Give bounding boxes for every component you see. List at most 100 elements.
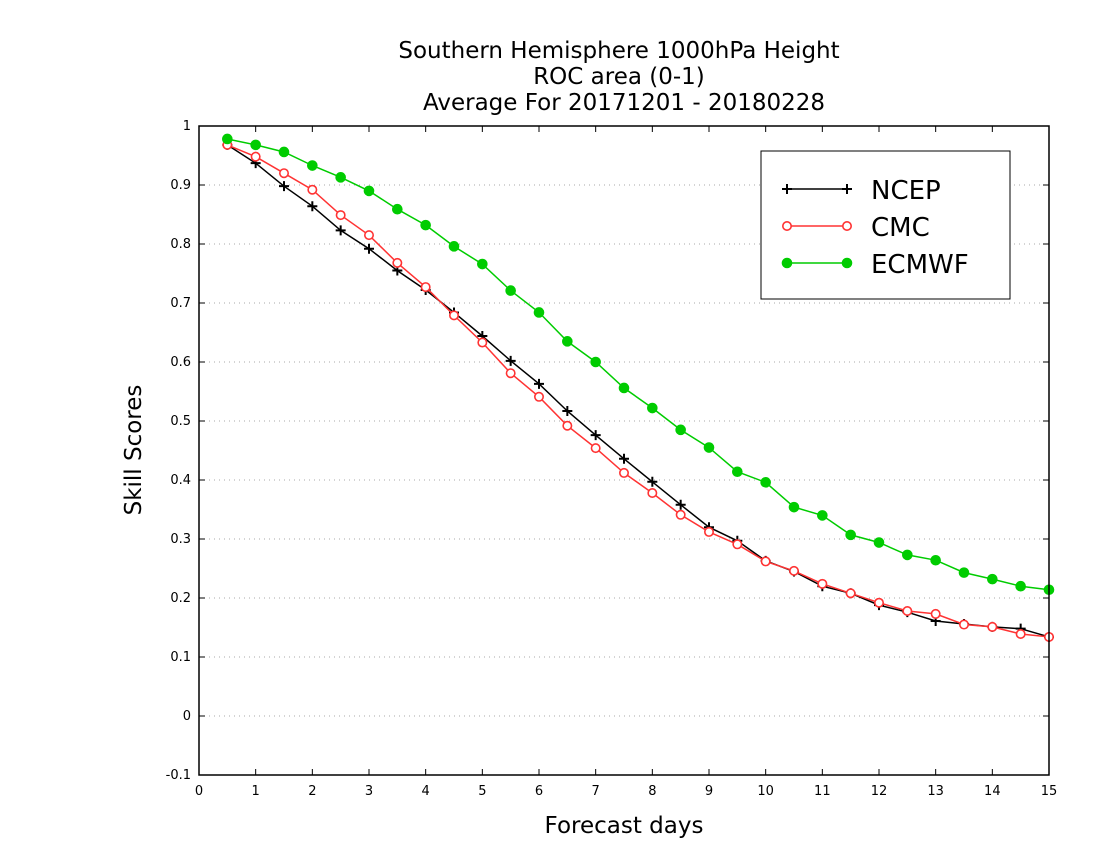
data-point-ecmwf bbox=[703, 442, 715, 453]
data-point-cmc bbox=[647, 487, 658, 498]
legend-marker-ecmwf bbox=[841, 257, 853, 269]
y-tick-label: 0.1 bbox=[170, 650, 191, 665]
x-tick-label: 4 bbox=[422, 784, 430, 799]
data-point-cmc bbox=[307, 184, 318, 195]
y-tick-label: -0.1 bbox=[166, 768, 191, 783]
data-point-ecmwf bbox=[590, 356, 601, 368]
data-point-cmc bbox=[930, 608, 941, 619]
data-point-ecmwf bbox=[477, 258, 488, 270]
data-point-ecmwf bbox=[902, 549, 913, 561]
y-axis-label: Skill Scores bbox=[121, 385, 147, 516]
x-tick-label: 15 bbox=[1041, 784, 1058, 799]
data-point-ecmwf bbox=[562, 336, 573, 347]
y-tick-label: 0 bbox=[183, 709, 191, 724]
data-point-ncep bbox=[335, 225, 346, 236]
data-point-cmc bbox=[958, 619, 969, 630]
data-point-cmc bbox=[817, 578, 828, 589]
data-point-cmc bbox=[987, 621, 998, 632]
data-point-cmc bbox=[335, 210, 346, 221]
data-point-ecmwf bbox=[647, 402, 658, 414]
data-point-ecmwf bbox=[505, 285, 516, 296]
data-point-cmc bbox=[590, 443, 601, 454]
grid bbox=[199, 184, 1049, 717]
x-tick-label: 12 bbox=[871, 784, 888, 799]
data-point-cmc bbox=[675, 509, 686, 520]
data-point-ecmwf bbox=[363, 185, 375, 197]
x-tick-label: 6 bbox=[535, 784, 543, 799]
legend-label-ecmwf: ECMWF bbox=[871, 250, 969, 280]
y-tick-label: 0.2 bbox=[170, 591, 191, 606]
data-point-cmc bbox=[392, 257, 403, 268]
data-point-ncep bbox=[590, 430, 601, 441]
legend-marker-cmc bbox=[781, 221, 792, 232]
data-point-cmc bbox=[477, 337, 488, 348]
y-tick-label: 0.5 bbox=[170, 414, 191, 429]
chart-title-line-3: Average For 20171201 - 20180228 bbox=[423, 90, 825, 116]
series-ecmwf bbox=[222, 133, 1055, 596]
data-point-ecmwf bbox=[420, 219, 431, 231]
data-point-cmc bbox=[732, 539, 743, 550]
data-point-ecmwf bbox=[250, 139, 261, 151]
data-point-cmc bbox=[533, 391, 544, 402]
x-tick-label: 9 bbox=[705, 784, 713, 799]
legend-marker-ecmwf bbox=[781, 257, 793, 269]
x-axis-label: Forecast days bbox=[545, 813, 704, 839]
data-point-ncep bbox=[279, 181, 289, 192]
data-point-cmc bbox=[1015, 628, 1026, 639]
data-point-cmc bbox=[845, 588, 856, 599]
data-point-ncep bbox=[562, 405, 573, 416]
data-point-ecmwf bbox=[448, 241, 460, 252]
data-point-ecmwf bbox=[533, 307, 545, 318]
data-point-ncep bbox=[619, 453, 629, 464]
legend-label-cmc: CMC bbox=[871, 213, 930, 243]
data-point-cmc bbox=[703, 526, 714, 537]
y-tick-label: 0.4 bbox=[170, 473, 191, 488]
series-group bbox=[222, 133, 1055, 642]
plot-frame bbox=[198, 125, 1050, 776]
data-point-ecmwf bbox=[392, 203, 403, 215]
data-point-ecmwf bbox=[335, 172, 346, 183]
data-point-cmc bbox=[250, 151, 261, 162]
data-point-ncep bbox=[675, 499, 686, 510]
data-point-ecmwf bbox=[1015, 580, 1026, 592]
legend-marker-cmc bbox=[841, 221, 852, 232]
y-tick-label: 0.9 bbox=[170, 178, 191, 193]
x-tick-label: 1 bbox=[252, 784, 260, 799]
data-point-cmc bbox=[448, 310, 459, 321]
legend: NCEP CMC ECMWF bbox=[760, 150, 1011, 300]
data-point-ecmwf bbox=[958, 567, 970, 578]
chart-title-line-1: Southern Hemisphere 1000hPa Height bbox=[398, 38, 839, 64]
data-point-ecmwf bbox=[675, 424, 686, 436]
data-point-cmc bbox=[760, 556, 771, 567]
data-point-ncep bbox=[307, 201, 318, 212]
data-point-cmc bbox=[788, 565, 799, 576]
legend-label-ncep: NCEP bbox=[871, 176, 941, 206]
y-tick-label: 0.3 bbox=[170, 532, 191, 547]
series-cmc bbox=[222, 139, 1055, 642]
x-tick-label: 11 bbox=[814, 784, 831, 799]
x-tick-label: 0 bbox=[195, 784, 203, 799]
data-point-cmc bbox=[618, 467, 629, 478]
data-point-ecmwf bbox=[222, 133, 233, 145]
y-tick-label: 0.7 bbox=[170, 296, 191, 311]
legend-marker-ncep bbox=[842, 184, 852, 194]
data-point-ecmwf bbox=[930, 554, 941, 566]
data-point-cmc bbox=[873, 597, 884, 608]
legend-box bbox=[760, 150, 1011, 300]
data-point-ecmwf bbox=[278, 146, 290, 158]
data-point-ncep bbox=[364, 243, 374, 254]
data-point-ecmwf bbox=[845, 529, 856, 541]
x-tick-label: 2 bbox=[308, 784, 316, 799]
y-tick-label: 0.8 bbox=[170, 237, 191, 252]
x-tick-label: 5 bbox=[478, 784, 486, 799]
data-point-cmc bbox=[505, 368, 516, 379]
legend-marker-ncep bbox=[782, 184, 792, 194]
chart-title-line-2: ROC area (0-1) bbox=[533, 64, 705, 90]
data-point-cmc bbox=[420, 282, 431, 293]
data-point-ncep bbox=[647, 476, 658, 487]
x-tick-label: 14 bbox=[984, 784, 1001, 799]
data-point-ecmwf bbox=[817, 510, 828, 521]
data-point-ecmwf bbox=[732, 466, 743, 478]
x-tick-label: 10 bbox=[757, 784, 774, 799]
